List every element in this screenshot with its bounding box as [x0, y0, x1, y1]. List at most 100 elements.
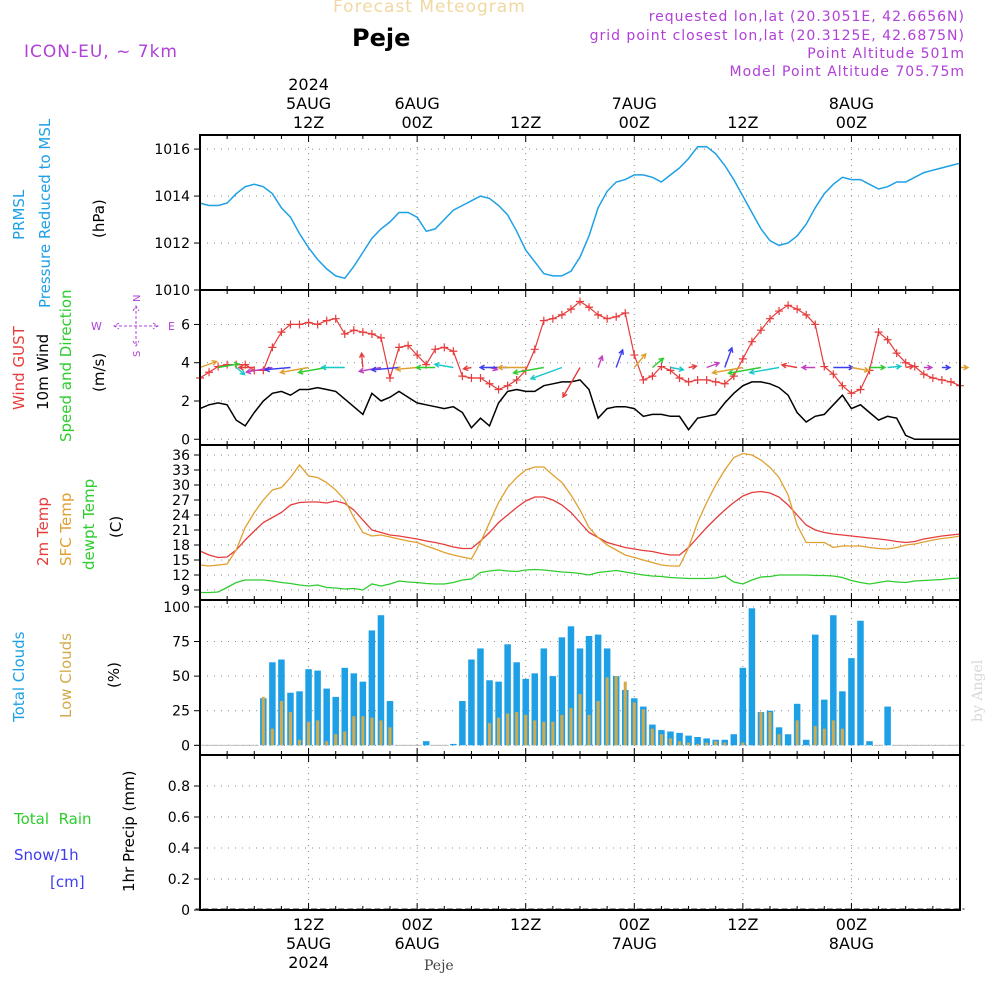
low-cloud-bar: [614, 676, 618, 746]
wind-direction-arrow: [711, 366, 743, 376]
compass-south: S: [132, 351, 143, 357]
total-cloud-bar: [495, 681, 502, 746]
wind-direction-arrow: [370, 366, 400, 373]
total-cloud-bar: [730, 734, 738, 746]
y-tick-label: 21: [172, 523, 190, 539]
wind-gust-marker: [431, 345, 440, 354]
wind-direction-arrow: [833, 364, 855, 371]
top-time-label: 6AUG: [395, 94, 440, 113]
total-cloud-bar: [748, 608, 756, 746]
low-cloud-bar: [388, 727, 392, 746]
low-cloud-bar: [569, 707, 573, 746]
total-cloud-bar: [477, 648, 484, 746]
low-cloud-bar: [506, 713, 510, 746]
top-time-label: 5AUG: [286, 94, 331, 113]
dewpt-line: [200, 568, 961, 594]
wind-direction-arrow: [941, 364, 952, 371]
low-cloud-bar: [714, 741, 718, 746]
y-tick-label: 0: [181, 738, 190, 754]
low-cloud-bar: [596, 701, 600, 746]
bottom-time-label: 2024: [288, 953, 329, 972]
low-cloud-bar: [270, 728, 274, 746]
y-tick-label: 12: [172, 568, 190, 584]
total-cloud-bar: [811, 634, 819, 746]
total-cloud-bar: [522, 678, 529, 746]
wind-gust-marker: [711, 377, 720, 386]
wind-gust-marker: [557, 310, 566, 319]
total-cloud-bar: [350, 673, 358, 746]
low-cloud-bar: [551, 721, 555, 746]
wind-gust-marker: [467, 374, 476, 383]
wind-gust-marker: [205, 368, 214, 377]
y-tick-label: 2: [181, 394, 190, 410]
low-cloud-bar: [822, 728, 826, 746]
bottom-time-label: 00Z: [836, 915, 867, 934]
wind-gust-marker: [612, 312, 621, 321]
low-cloud-bar: [524, 714, 528, 746]
wind-gust-marker: [585, 303, 594, 312]
compass-east: E: [168, 320, 175, 333]
total-cloud-bar: [468, 659, 475, 746]
low-cloud-bar: [677, 741, 682, 746]
wind-gust-marker: [603, 314, 612, 323]
wind-gust-marker: [639, 375, 648, 384]
wind-direction-arrow: [394, 365, 418, 372]
y-tick-label: 0: [181, 432, 190, 448]
wind-direction-arrow: [358, 351, 365, 368]
wind-gust-marker: [928, 374, 937, 383]
low-cloud-bar: [533, 720, 537, 746]
wind-direction-arrow: [851, 366, 871, 373]
wind-direction-arrow: [462, 365, 472, 372]
low-cloud-bar: [487, 723, 492, 746]
wind-gust-marker: [386, 374, 394, 383]
compass-icon: [113, 305, 159, 347]
low-cloud-bar: [316, 720, 320, 746]
wind-gust-marker: [784, 301, 793, 310]
wind-direction-arrow: [633, 352, 647, 368]
y-tick-label: 50: [172, 669, 190, 685]
low-cloud-bar: [705, 742, 709, 746]
y-tick-label: 27: [172, 493, 190, 509]
top-time-label: 2024: [288, 75, 329, 94]
location-title: Peje: [352, 24, 411, 52]
y-tick-label: 75: [172, 635, 190, 651]
total-cloud-bar: [821, 699, 828, 746]
low-cloud-bar: [515, 712, 519, 746]
wind-direction-arrow: [496, 364, 526, 371]
total-cloud-bar: [531, 673, 539, 746]
y-tick-label: 24: [172, 508, 190, 524]
wind-speed-line: [199, 379, 960, 441]
wind-gust-marker: [775, 307, 784, 316]
low-cloud-bar: [325, 741, 329, 746]
low-cloud-bar: [641, 709, 645, 746]
total-cloud-bar: [377, 615, 385, 746]
top-time-label: 7AUG: [612, 94, 657, 113]
wind-gust-marker: [675, 374, 684, 383]
low-cloud-bar: [288, 712, 293, 746]
y-tick-label: 15: [172, 553, 190, 569]
total-cloud-bar: [314, 670, 321, 746]
wind-gust-marker: [829, 370, 838, 379]
wind-gust-marker: [340, 330, 349, 339]
total-cloud-bar: [585, 635, 593, 746]
y-tick-label: 6: [181, 317, 190, 333]
wind-gust-marker: [693, 375, 702, 384]
low-cloud-bar: [696, 743, 700, 746]
bottom-time-label: 12Z: [293, 915, 324, 934]
footer-location: Peje: [424, 958, 454, 974]
wind-direction-arrow: [235, 366, 246, 376]
wind-direction-arrow: [923, 364, 934, 371]
wind-direction-arrow: [869, 364, 887, 371]
low-cloud-bar: [361, 716, 365, 746]
y-tick-label: 33: [172, 463, 190, 479]
y-tick-label: 36: [172, 448, 190, 464]
total-cloud-bar: [422, 741, 430, 746]
wind-direction-arrow: [512, 366, 544, 376]
wind-direction-arrow: [748, 366, 780, 375]
total-cloud-bar: [866, 741, 873, 746]
wind-gust-marker: [413, 351, 422, 360]
wind-direction-arrow: [727, 366, 762, 376]
wind-gust-marker: [594, 310, 603, 319]
wind-gust-marker: [937, 375, 946, 384]
